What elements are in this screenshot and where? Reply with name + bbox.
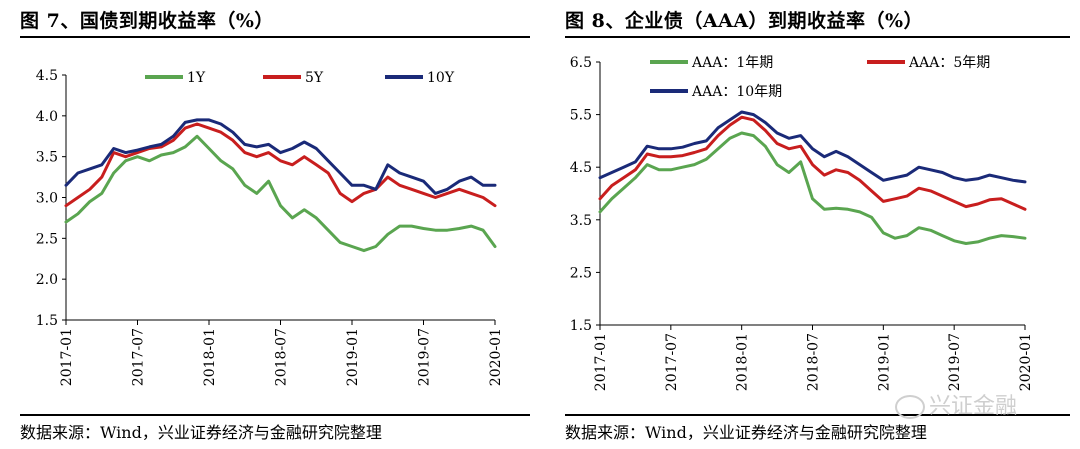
legend-label: 1Y	[187, 70, 206, 86]
series-line-0	[598, 131, 1027, 245]
legend-label: AAA：10年期	[691, 84, 782, 100]
y-tick-label: 3.5	[36, 150, 58, 166]
watermark: 兴证金融	[895, 388, 1017, 420]
x-tick-label: 2019-01	[345, 328, 361, 386]
y-tick-label: 1.5	[570, 318, 592, 334]
x-tick-label: 2018-01	[735, 333, 751, 391]
source-divider	[20, 414, 530, 416]
x-tick-label: 2017-01	[593, 333, 609, 391]
legend-label: AAA：5年期	[908, 55, 990, 71]
chart-title: 图 7、国债到期收益率（%）	[20, 10, 274, 32]
data-source-note: 数据来源：Wind，兴业证券经济与金融研究院整理	[20, 423, 382, 442]
y-tick-label: 4.5	[570, 160, 592, 176]
y-tick-label: 2.5	[36, 231, 58, 247]
chart-panel-corporate: 图 8、企业债（AAA）到期收益率（%） 1.5 2.5 3.5 4.5 5.5 6.5 2…	[545, 0, 1080, 449]
title-divider	[565, 36, 1070, 38]
chart-title: 图 8、企业债（AAA）到期收益率（%）	[565, 10, 924, 32]
x-tick-label: 2018-07	[806, 333, 822, 391]
x-tick-label: 2018-07	[274, 328, 290, 386]
x-tick-label: 2017-07	[131, 328, 147, 386]
x-tick-label: 2020-01	[488, 328, 504, 386]
y-tick-label: 4.0	[36, 109, 58, 125]
x-tick-label: 2017-07	[664, 333, 680, 391]
legend-label: AAA：1年期	[691, 55, 773, 71]
source-divider	[565, 414, 1070, 416]
corporate-bond-yield-chart: 1.5 2.5 3.5 4.5 5.5 6.5 2017-01 2017-07 2018-01 2…	[570, 55, 1034, 391]
watermark-text: 兴证金融	[929, 394, 1018, 419]
treasury-yield-chart: 1.5 2.0 2.5 3.0 3.5 4.0 4.5 2017-01 2017-07 2018-…	[36, 68, 504, 386]
x-tick-label: 2019-07	[947, 333, 963, 391]
legend-label: 5Y	[305, 70, 324, 86]
x-tick-label: 2019-01	[876, 333, 892, 391]
data-source-note: 数据来源：Wind，兴业证券经济与金融研究院整理	[565, 423, 927, 442]
y-tick-label: 2.0	[36, 272, 58, 288]
title-divider	[20, 36, 530, 38]
x-tick-label: 2019-07	[417, 328, 433, 386]
y-tick-label: 3.5	[570, 213, 592, 229]
x-tick-label: 2020-01	[1018, 333, 1034, 391]
y-tick-label: 3.0	[36, 191, 58, 207]
chart-panel-treasury: 图 7、国债到期收益率（%） 1.5 2.0 2.5 3.0 3.5 4.0 4.5 2017…	[20, 10, 530, 442]
series-line-2	[598, 110, 1027, 184]
y-tick-label: 1.5	[36, 313, 58, 329]
y-tick-label: 6.5	[570, 55, 592, 71]
y-tick-label: 2.5	[570, 265, 592, 281]
series-line-1	[598, 115, 1027, 211]
y-tick-label: 5.5	[570, 108, 592, 124]
series-line-1	[64, 122, 497, 208]
legend-label: 10Y	[427, 70, 455, 86]
wechat-icon	[895, 395, 925, 419]
series-line-2	[64, 118, 497, 195]
series-line-0	[64, 134, 497, 253]
x-tick-label: 2018-01	[202, 328, 218, 386]
y-tick-label: 4.5	[36, 68, 58, 84]
x-tick-label: 2017-01	[59, 328, 75, 386]
